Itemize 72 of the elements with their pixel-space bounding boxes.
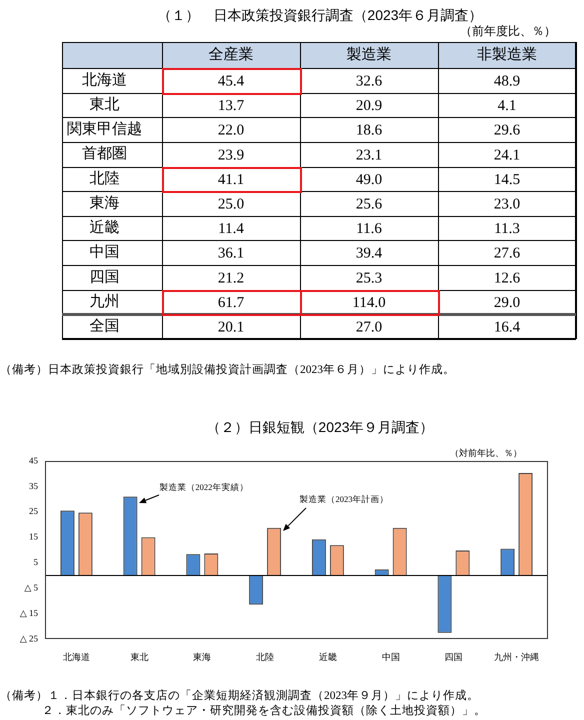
text: （備考）１．日本銀行の各支店の「企業短期経済観測調査（2023年９月）」により作成。	[0, 690, 479, 704]
data-label: 24.1	[494, 147, 520, 164]
chart-subtitle: （前年度比、％）	[460, 24, 556, 38]
data-label: 23.0	[494, 196, 520, 212]
y-tick-label: △ 25	[20, 633, 38, 644]
data-label: 18.6	[356, 122, 383, 138]
y-tick-label: 東北	[90, 96, 120, 113]
data-label: 22.0	[218, 122, 244, 138]
chart-subtitle: （対前年比、％）	[450, 448, 522, 459]
data-label: 25.6	[356, 196, 383, 212]
y-tick-label: 四国	[90, 269, 120, 286]
text: （備考）日本政策投資銀行「地域別設備投資計画調査（2023年６月）」により作成。	[0, 364, 455, 378]
y-tick-label: 近畿	[90, 219, 120, 236]
data-label: 39.4	[356, 245, 383, 262]
y-tick-label: 北陸	[90, 170, 120, 187]
data-label: 29.6	[494, 122, 521, 138]
x-tick-label: 九州・沖縄	[494, 652, 540, 662]
y-tick-label: 45	[29, 455, 38, 466]
text: ２．東北のみ「ソフトウェア・研究開発を含む設備投資額（除く土地投資額）」。	[42, 705, 486, 719]
data-label: 23.1	[356, 147, 382, 164]
x-tick-label: 近畿	[318, 652, 337, 662]
data-label: 13.7	[218, 98, 245, 114]
y-tick-label: 15	[29, 532, 38, 542]
data-label: 25.0	[218, 196, 244, 212]
data-label: 36.1	[218, 245, 244, 262]
x-tick-label: 全産業	[208, 46, 254, 63]
y-tick-label: 中国	[90, 244, 120, 261]
data-label: 41.1	[218, 172, 244, 188]
x-tick-label: 四国	[444, 652, 463, 662]
text: 製造業（2022年実績）	[159, 482, 248, 492]
data-label: 4.1	[498, 98, 516, 114]
data-label: 11.3	[494, 220, 520, 237]
data-label: 12.6	[494, 270, 521, 286]
text: 製造業（2023年計画）	[300, 494, 389, 504]
y-tick-label: 関東甲信越	[67, 120, 142, 138]
x-tick-label: 北陸	[256, 652, 274, 662]
y-tick-label: 35	[29, 480, 38, 491]
data-label: 11.4	[218, 220, 244, 237]
y-tick-label: 首都圏	[82, 145, 127, 162]
data-label: 27.0	[356, 319, 382, 336]
data-label: 29.0	[494, 294, 520, 311]
data-label: 49.0	[356, 172, 382, 188]
x-tick-label: 東北	[130, 652, 148, 662]
data-label: 20.9	[356, 98, 382, 114]
x-tick-label: 製造業	[346, 46, 392, 63]
y-tick-label: 九州	[90, 292, 120, 310]
x-tick-label: 非製造業	[477, 46, 537, 63]
x-tick-label: 東海	[193, 652, 212, 662]
data-label: 16.4	[494, 319, 521, 336]
y-tick-label: △ 5	[24, 582, 38, 592]
chart-title: （２）日銀短観（2023年９月調査）	[205, 419, 435, 436]
data-label: 11.6	[356, 220, 382, 237]
data-label: 14.5	[494, 172, 520, 188]
data-label: 48.9	[494, 73, 520, 90]
data-label: 114.0	[352, 294, 386, 311]
data-label: 45.4	[218, 73, 245, 90]
x-tick-label: 中国	[382, 652, 400, 662]
y-tick-label: 東海	[90, 194, 120, 212]
data-label: 61.7	[218, 294, 245, 311]
data-label: 27.6	[494, 245, 521, 262]
chart-title: （１） 日本政策投資銀行調査（2023年６月調査）	[156, 7, 484, 24]
y-tick-label: 25	[29, 506, 38, 516]
data-label: 20.1	[218, 319, 244, 336]
y-tick-label: 北海道	[82, 71, 127, 88]
data-label: 21.2	[218, 270, 244, 286]
data-label: 23.9	[218, 147, 244, 164]
data-label: 25.3	[356, 270, 382, 286]
y-tick-label: △ 15	[20, 608, 38, 618]
y-tick-label: 全国	[90, 318, 120, 335]
x-tick-label: 北海道	[62, 652, 90, 662]
data-label: 32.6	[356, 73, 383, 90]
y-tick-label: 5	[34, 557, 38, 568]
